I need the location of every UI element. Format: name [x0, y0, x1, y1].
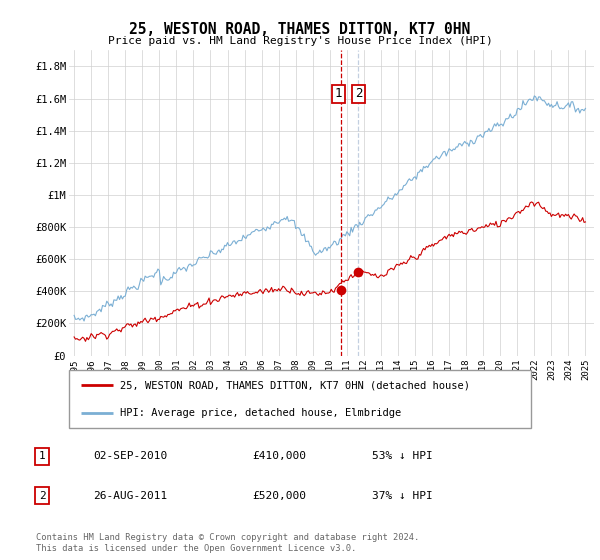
- Text: £520,000: £520,000: [252, 491, 306, 501]
- Text: 2: 2: [355, 87, 362, 100]
- Text: 1: 1: [335, 87, 343, 100]
- Text: 26-AUG-2011: 26-AUG-2011: [93, 491, 167, 501]
- Text: Price paid vs. HM Land Registry's House Price Index (HPI): Price paid vs. HM Land Registry's House …: [107, 36, 493, 46]
- Text: 25, WESTON ROAD, THAMES DITTON, KT7 0HN (detached house): 25, WESTON ROAD, THAMES DITTON, KT7 0HN …: [120, 380, 470, 390]
- Text: 37% ↓ HPI: 37% ↓ HPI: [372, 491, 433, 501]
- Text: 53% ↓ HPI: 53% ↓ HPI: [372, 451, 433, 461]
- Text: £410,000: £410,000: [252, 451, 306, 461]
- Text: Contains HM Land Registry data © Crown copyright and database right 2024.
This d: Contains HM Land Registry data © Crown c…: [36, 533, 419, 553]
- Text: HPI: Average price, detached house, Elmbridge: HPI: Average price, detached house, Elmb…: [120, 408, 401, 418]
- Text: 25, WESTON ROAD, THAMES DITTON, KT7 0HN: 25, WESTON ROAD, THAMES DITTON, KT7 0HN: [130, 22, 470, 38]
- FancyBboxPatch shape: [69, 370, 531, 428]
- Text: 02-SEP-2010: 02-SEP-2010: [93, 451, 167, 461]
- Text: 2: 2: [38, 491, 46, 501]
- Text: 1: 1: [38, 451, 46, 461]
